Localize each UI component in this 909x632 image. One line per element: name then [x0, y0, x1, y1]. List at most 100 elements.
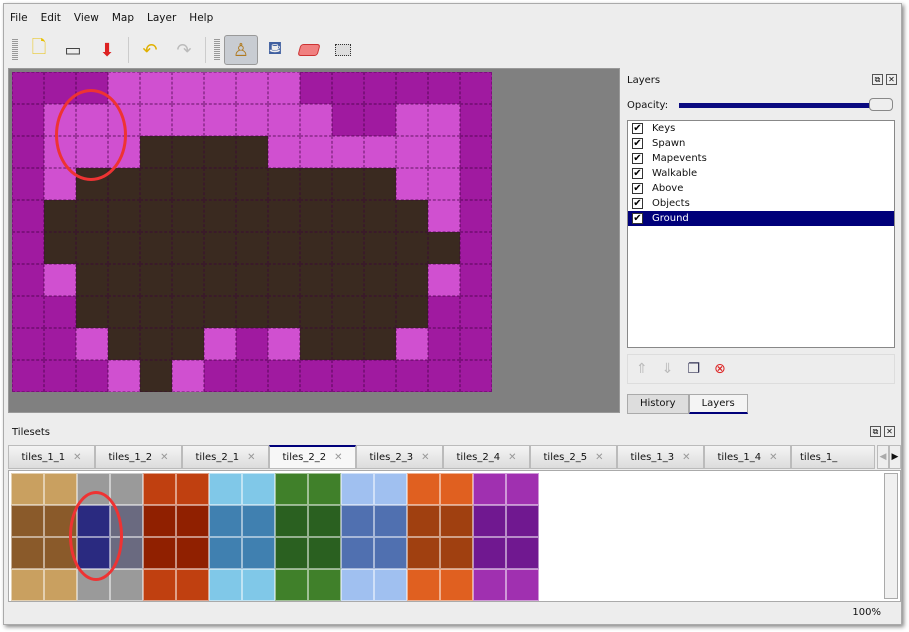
- tileset-tile[interactable]: [176, 505, 209, 537]
- map-tile[interactable]: [460, 360, 492, 392]
- map-tile[interactable]: [108, 264, 140, 296]
- map-tile[interactable]: [268, 360, 300, 392]
- close-icon[interactable]: ✕: [886, 74, 897, 85]
- map-tile[interactable]: [236, 360, 268, 392]
- map-tile[interactable]: [108, 328, 140, 360]
- tileset-tab[interactable]: tiles_1_2 ✕: [95, 445, 182, 469]
- map-tile[interactable]: [396, 200, 428, 232]
- tileset-tile[interactable]: [110, 473, 143, 505]
- map-tile[interactable]: [172, 200, 204, 232]
- map-tile[interactable]: [396, 360, 428, 392]
- map-tile[interactable]: [268, 168, 300, 200]
- tileset-view[interactable]: [8, 470, 901, 602]
- map-tile[interactable]: [140, 104, 172, 136]
- layer-item[interactable]: ✔ Keys: [628, 121, 894, 136]
- map-tile[interactable]: [396, 264, 428, 296]
- map-tile[interactable]: [332, 232, 364, 264]
- map-tile[interactable]: [204, 136, 236, 168]
- map-tile[interactable]: [236, 72, 268, 104]
- tileset-tile[interactable]: [506, 505, 539, 537]
- menu-view[interactable]: View: [73, 12, 99, 24]
- tileset-tab[interactable]: tiles_2_2 ✕: [269, 445, 356, 469]
- map-tile[interactable]: [268, 104, 300, 136]
- remove-layer-icon[interactable]: ⊗: [714, 361, 726, 377]
- map-tile[interactable]: [12, 104, 44, 136]
- map-tile[interactable]: [428, 360, 460, 392]
- layer-item[interactable]: ✔ Objects: [628, 196, 894, 211]
- tileset-tile[interactable]: [275, 473, 308, 505]
- map-tile[interactable]: [236, 104, 268, 136]
- map-tile[interactable]: [76, 296, 108, 328]
- close-icon[interactable]: ✕: [884, 426, 895, 437]
- map-tile[interactable]: [76, 232, 108, 264]
- close-tab-icon[interactable]: ✕: [421, 451, 430, 463]
- layer-item-selected[interactable]: ✔ Ground: [628, 211, 894, 226]
- map-tile[interactable]: [140, 296, 172, 328]
- scroll-right-icon[interactable]: ▶: [889, 445, 901, 469]
- tileset-tile[interactable]: [176, 569, 209, 601]
- map-tile[interactable]: [108, 168, 140, 200]
- map-tile[interactable]: [108, 200, 140, 232]
- tileset-tile[interactable]: [374, 473, 407, 505]
- visibility-checkbox[interactable]: ✔: [632, 123, 643, 134]
- map-tile[interactable]: [428, 104, 460, 136]
- map-tile[interactable]: [268, 136, 300, 168]
- map-tile[interactable]: [460, 72, 492, 104]
- close-tab-icon[interactable]: ✕: [334, 452, 343, 463]
- tileset-tile[interactable]: [11, 473, 44, 505]
- tileset-tile[interactable]: [242, 537, 275, 569]
- tileset-tile[interactable]: [473, 569, 506, 601]
- map-tile[interactable]: [140, 72, 172, 104]
- map-tile[interactable]: [108, 232, 140, 264]
- map-tile[interactable]: [300, 168, 332, 200]
- close-tab-icon[interactable]: ✕: [595, 451, 604, 463]
- raise-layer-icon[interactable]: ⇑: [636, 361, 648, 377]
- tileset-tile[interactable]: [143, 473, 176, 505]
- new-icon[interactable]: 🗋: [31, 37, 47, 58]
- map-tile[interactable]: [332, 72, 364, 104]
- menu-help[interactable]: Help: [189, 12, 214, 24]
- map-tile[interactable]: [364, 72, 396, 104]
- map-tile[interactable]: [300, 72, 332, 104]
- map-tile[interactable]: [12, 328, 44, 360]
- tileset-tile[interactable]: [308, 569, 341, 601]
- map-tile[interactable]: [76, 264, 108, 296]
- map-tile[interactable]: [204, 264, 236, 296]
- tileset-tab[interactable]: tiles_1_: [791, 445, 875, 469]
- map-tile[interactable]: [300, 296, 332, 328]
- tileset-tile[interactable]: [341, 569, 374, 601]
- tileset-tile[interactable]: [374, 569, 407, 601]
- tileset-tile[interactable]: [44, 569, 77, 601]
- close-tab-icon[interactable]: ✕: [73, 451, 82, 463]
- map-tile[interactable]: [44, 264, 76, 296]
- tileset-tile[interactable]: [473, 505, 506, 537]
- tileset-tile[interactable]: [407, 569, 440, 601]
- map-tile[interactable]: [12, 360, 44, 392]
- tileset-tile[interactable]: [440, 569, 473, 601]
- menu-map[interactable]: Map: [111, 12, 135, 24]
- tileset-tile[interactable]: [11, 569, 44, 601]
- tileset-tile[interactable]: [11, 537, 44, 569]
- map-tile[interactable]: [172, 296, 204, 328]
- map-tile[interactable]: [300, 104, 332, 136]
- map-tile[interactable]: [140, 200, 172, 232]
- tileset-tile[interactable]: [506, 473, 539, 505]
- map-tile[interactable]: [364, 328, 396, 360]
- close-tab-icon[interactable]: ✕: [160, 451, 169, 463]
- map-tile[interactable]: [332, 264, 364, 296]
- map-tile[interactable]: [332, 168, 364, 200]
- map-tile[interactable]: [396, 328, 428, 360]
- map-tile[interactable]: [204, 72, 236, 104]
- map-tile[interactable]: [428, 264, 460, 296]
- tileset-tile[interactable]: [275, 537, 308, 569]
- map-tile[interactable]: [44, 200, 76, 232]
- map-tile[interactable]: [236, 200, 268, 232]
- save-icon[interactable]: ⬇: [99, 39, 115, 61]
- tileset-tile[interactable]: [143, 569, 176, 601]
- tileset-tab[interactable]: tiles_1_4 ✕: [704, 445, 791, 469]
- tileset-tile[interactable]: [473, 537, 506, 569]
- map-tile[interactable]: [108, 360, 140, 392]
- map-tile[interactable]: [268, 232, 300, 264]
- tileset-tab[interactable]: tiles_2_1 ✕: [182, 445, 269, 469]
- tileset-tile[interactable]: [209, 473, 242, 505]
